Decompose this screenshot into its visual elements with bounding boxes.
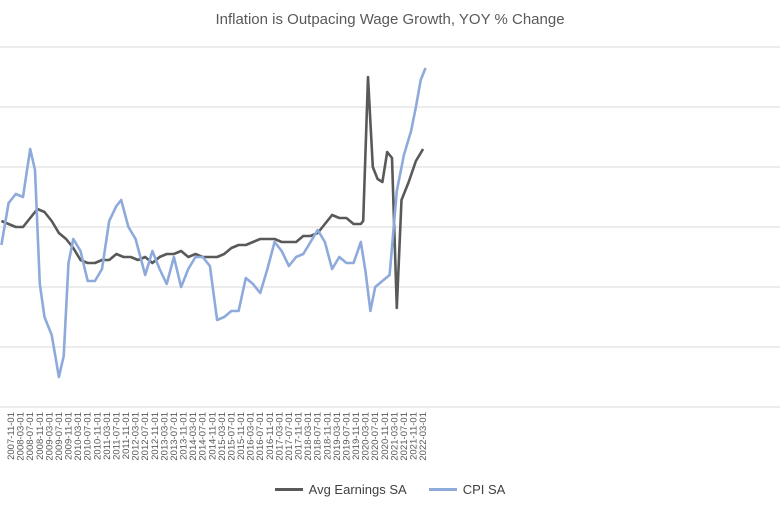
x-tick-label: 2012-07-01 [140,412,151,461]
x-tick-label: 2012-03-01 [131,412,142,461]
x-tick-label: 2022-03-01 [418,412,429,461]
x-tick-label: 2017-11-01 [294,412,305,460]
x-tick-label: 2020-03-01 [361,412,372,461]
x-tick-label: 2010-07-01 [83,412,94,461]
legend-label-avg-earnings: Avg Earnings SA [308,482,407,497]
series-line-avg-earnings [0,75,425,310]
x-tick-label: 2008-07-01 [25,412,36,461]
x-tick-label: 2009-03-01 [44,412,55,461]
x-tick-label: 2018-03-01 [303,412,314,461]
x-tick-label: 2008-11-01 [35,412,46,460]
x-tick-label: 2014-07-01 [198,412,209,461]
x-tick-label: 2009-07-01 [54,412,65,461]
x-tick-label: 2011-07-01 [111,412,122,460]
x-tick-label: 2016-03-01 [246,412,257,461]
x-tick-label: 2020-11-01 [380,412,391,460]
x-tick-label: 2019-03-01 [332,412,343,461]
x-tick-label: 2013-11-01 [179,412,190,460]
x-tick-label: 2010-11-01 [92,412,103,460]
x-tick-label: 2015-07-01 [226,412,237,461]
x-tick-label: 2019-07-01 [341,412,352,461]
x-tick-label: 2020-07-01 [370,412,381,461]
gridlines [0,46,780,408]
x-tick-label: 2011-03-01 [102,412,113,460]
x-tick-label: 2017-07-01 [284,412,295,461]
x-tick-label: 2015-03-01 [217,412,228,461]
series-layer [0,67,427,379]
x-tick-label: 2021-07-01 [399,412,410,461]
legend-swatch-avg-earnings [274,488,303,491]
legend: Avg Earnings SA CPI SA [0,482,780,497]
x-tick-label: 2015-11-01 [236,412,247,460]
x-tick-label: 2016-11-01 [265,412,276,460]
x-tick-label: 2018-11-01 [322,412,333,460]
chart-title: Inflation is Outpacing Wage Growth, YOY … [215,11,565,28]
x-tick-label: 2008-03-01 [16,412,27,461]
x-tick-label: 2013-07-01 [169,412,180,461]
x-tick-label: 2016-07-01 [255,412,266,461]
x-tick-label: 2011-11-01 [121,412,132,459]
x-tick-label: 2013-03-01 [159,412,170,461]
legend-label-cpi: CPI SA [462,482,506,497]
x-tick-label: 2014-11-01 [207,412,218,460]
x-axis-ticks: 2007-11-012008-03-012008-07-012008-11-01… [6,412,429,461]
x-tick-label: 2021-11-01 [409,412,420,460]
legend-item-avg-earnings: Avg Earnings SA [274,482,407,497]
series-line-cpi [0,67,427,379]
x-tick-label: 2017-03-01 [274,412,285,461]
x-tick-label: 2007-11-01 [6,412,17,460]
x-tick-label: 2010-03-01 [73,412,84,461]
x-tick-label: 2019-11-01 [351,412,362,460]
x-tick-label: 2009-11-01 [64,412,75,460]
legend-item-cpi: CPI SA [428,482,506,497]
x-tick-label: 2021-03-01 [389,412,400,461]
x-tick-label: 2014-03-01 [188,412,199,461]
x-tick-label: 2018-07-01 [313,412,324,461]
legend-swatch-cpi [428,488,457,491]
x-tick-label: 2012-11-01 [150,412,161,460]
